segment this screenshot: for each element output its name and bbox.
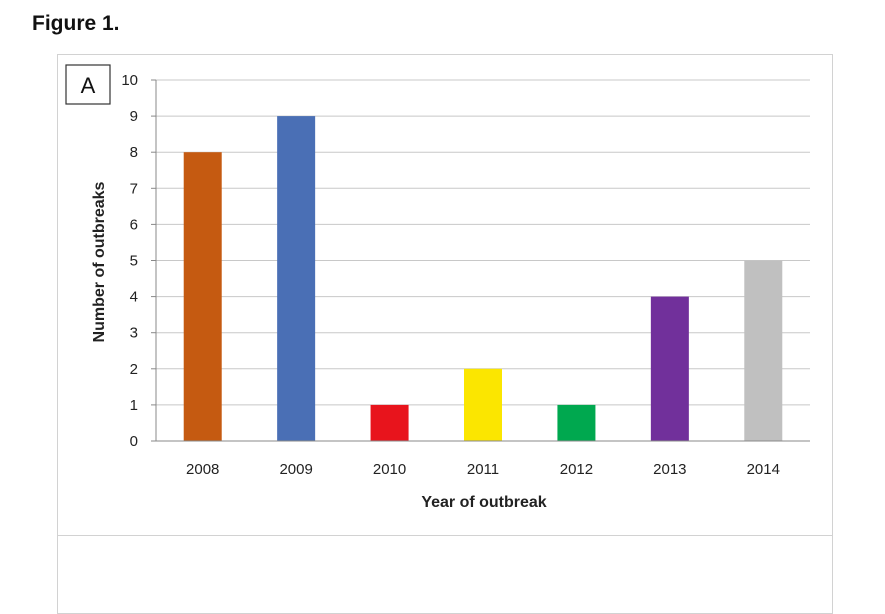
y-tick-label: 9 xyxy=(130,108,138,125)
bar-2014 xyxy=(744,260,783,441)
x-tick-label: 2008 xyxy=(186,461,219,478)
y-axis-title: Number of outbreaks xyxy=(91,181,108,342)
y-tick-label: 1 xyxy=(130,397,138,414)
x-axis-title: Year of outbreak xyxy=(421,494,546,511)
y-tick-label: 8 xyxy=(130,144,138,161)
x-tick-label: 2013 xyxy=(653,461,686,478)
panel-label-box: A xyxy=(65,64,111,105)
frame-divider xyxy=(57,535,833,536)
panel-label: A xyxy=(81,73,96,98)
y-tick-label: 2 xyxy=(130,361,138,378)
x-tick-label: 2010 xyxy=(373,461,406,478)
y-tick-label: 5 xyxy=(130,253,138,270)
x-tick-label: 2011 xyxy=(467,461,499,478)
bar-2008 xyxy=(183,152,222,441)
bars xyxy=(183,116,783,441)
grid-lines xyxy=(156,79,810,406)
bar-2013 xyxy=(650,296,689,441)
y-tick-labels: 0 1 2 3 4 5 6 7 8 9 10 xyxy=(121,72,156,450)
x-tick-label: 2012 xyxy=(560,461,593,478)
y-tick-label: 6 xyxy=(130,216,138,233)
x-tick-label: 2014 xyxy=(747,461,780,478)
y-tick-label: 10 xyxy=(121,72,138,89)
figure-title: Figure 1. xyxy=(32,12,120,35)
y-tick-label: 7 xyxy=(130,180,138,197)
bar-2011 xyxy=(464,368,502,441)
x-tick-label: 2009 xyxy=(279,461,312,478)
bar-2012 xyxy=(557,404,596,441)
y-tick-label: 3 xyxy=(130,325,138,342)
y-tick-label: 0 xyxy=(130,433,138,450)
y-tick-label: 4 xyxy=(130,289,138,306)
bar-2010 xyxy=(370,404,409,441)
x-tick-labels: 2008 2009 2010 2011 2012 2013 2014 xyxy=(186,461,780,478)
bar-chart: 0 1 2 3 4 5 6 7 8 9 10 2008 2009 2010 2011 2012 2013 201… xyxy=(65,64,810,511)
bar-2009 xyxy=(277,116,316,441)
